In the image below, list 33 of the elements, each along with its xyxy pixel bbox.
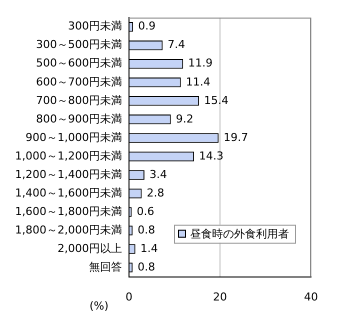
data-label: 11.9 — [188, 56, 213, 70]
y-tick-label: 500～600円未満 — [36, 56, 122, 70]
y-tick-label: 1,600～1,800円未満 — [14, 204, 122, 218]
data-label: 0.8 — [138, 260, 156, 274]
data-label: 0.9 — [138, 20, 156, 33]
y-tick-label: 1,400～1,600円未満 — [14, 186, 122, 200]
y-tick-label: 900～1,000円未満 — [25, 130, 122, 144]
y-tick-label: 1,800～2,000円未満 — [14, 223, 122, 236]
y-tick-label: 1,000～1,200円未満 — [14, 149, 122, 162]
x-tick-label: 40 — [304, 290, 318, 304]
data-label: 15.4 — [204, 94, 229, 107]
legend-label: 昼食時の外食利用者 — [190, 228, 289, 241]
y-tick-label: 2,000円以上 — [57, 242, 122, 255]
y-tick-label: 600～700円未満 — [36, 75, 122, 88]
y-tick-label: 300～500円未満 — [36, 38, 122, 52]
data-label: 0.6 — [136, 204, 154, 218]
y-tick-label: 1,200～1,400円未満 — [14, 168, 122, 181]
data-label: 0.8 — [138, 223, 156, 236]
y-tick-label: 300円未満 — [68, 20, 122, 33]
x-tick-label: 20 — [212, 290, 227, 304]
data-label: 1.4 — [140, 242, 158, 255]
y-tick-label: 700～800円未満 — [36, 94, 122, 107]
data-label: 2.8 — [146, 186, 164, 200]
data-label: 7.4 — [168, 38, 186, 52]
x-tick-label: 0 — [125, 290, 132, 304]
y-tick-label: 800～900円未満 — [36, 112, 122, 126]
data-label: 19.7 — [224, 130, 248, 144]
data-label: 9.2 — [176, 112, 194, 126]
data-label: 14.3 — [199, 149, 224, 162]
data-label: 11.4 — [186, 75, 210, 88]
y-tick-label: 無回答 — [88, 260, 122, 274]
x-axis-title: (%) — [89, 300, 109, 313]
data-label: 3.4 — [149, 168, 167, 181]
